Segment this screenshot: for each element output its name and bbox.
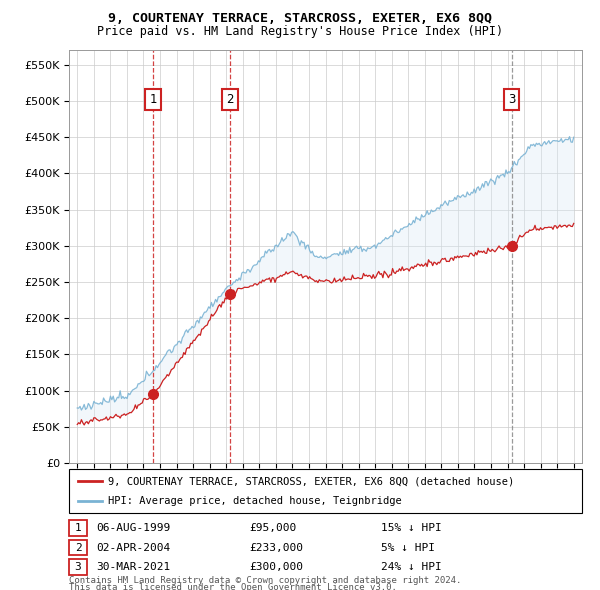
Text: 24% ↓ HPI: 24% ↓ HPI <box>381 562 442 572</box>
Text: £95,000: £95,000 <box>249 523 296 533</box>
Text: Contains HM Land Registry data © Crown copyright and database right 2024.: Contains HM Land Registry data © Crown c… <box>69 576 461 585</box>
Text: 3: 3 <box>74 562 82 572</box>
Text: 2: 2 <box>227 93 234 106</box>
Text: 06-AUG-1999: 06-AUG-1999 <box>96 523 170 533</box>
Text: 2: 2 <box>74 543 82 552</box>
Text: HPI: Average price, detached house, Teignbridge: HPI: Average price, detached house, Teig… <box>108 496 402 506</box>
Text: 1: 1 <box>149 93 157 106</box>
Text: 15% ↓ HPI: 15% ↓ HPI <box>381 523 442 533</box>
Text: 5% ↓ HPI: 5% ↓ HPI <box>381 543 435 552</box>
Text: 3: 3 <box>508 93 515 106</box>
Text: Price paid vs. HM Land Registry's House Price Index (HPI): Price paid vs. HM Land Registry's House … <box>97 25 503 38</box>
Text: £300,000: £300,000 <box>249 562 303 572</box>
Text: 9, COURTENAY TERRACE, STARCROSS, EXETER, EX6 8QQ: 9, COURTENAY TERRACE, STARCROSS, EXETER,… <box>108 12 492 25</box>
Text: This data is licensed under the Open Government Licence v3.0.: This data is licensed under the Open Gov… <box>69 583 397 590</box>
Text: 30-MAR-2021: 30-MAR-2021 <box>96 562 170 572</box>
Text: 1: 1 <box>74 523 82 533</box>
Text: £233,000: £233,000 <box>249 543 303 552</box>
Text: 02-APR-2004: 02-APR-2004 <box>96 543 170 552</box>
Text: 9, COURTENAY TERRACE, STARCROSS, EXETER, EX6 8QQ (detached house): 9, COURTENAY TERRACE, STARCROSS, EXETER,… <box>108 477 514 486</box>
